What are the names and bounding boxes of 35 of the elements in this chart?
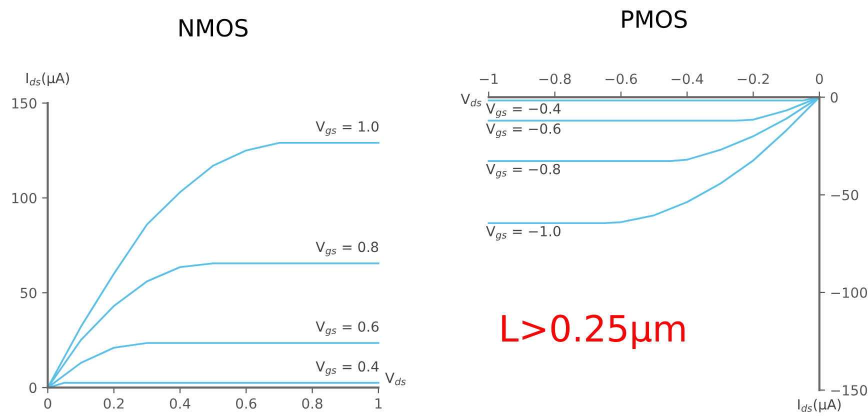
series-label: V$_{gs}$ = 1.0 [316, 121, 378, 136]
series-label: V$_{gs}$ = −0.4 [486, 103, 561, 118]
x-tick-label: 0.6 [236, 398, 256, 409]
y-tick-label: −150 [831, 385, 868, 396]
x-tick-label: 1 [376, 398, 382, 409]
annotation: L>0.25μm [502, 314, 684, 349]
x-tick-label: 0.8 [302, 398, 322, 409]
series-label: V$_{gs}$ = 0.8 [316, 242, 378, 256]
chart-title: PMOS [622, 10, 687, 28]
y-axis-title: I$_{ds}$(μA) [798, 398, 841, 412]
series-label: V$_{gs}$ = 0.4 [316, 361, 379, 376]
y-tick-label: −50 [831, 190, 858, 200]
x-axis-title: V$_{ds}$ [460, 94, 482, 106]
x-tick-label: 0 [44, 398, 52, 409]
x-tick-label: −0.8 [539, 74, 571, 84]
y-axis-title: I$_{ds}$(μA) [26, 72, 69, 86]
y-tick-label: 0 [29, 382, 36, 394]
x-tick-label: 0.2 [104, 398, 124, 409]
series-label: V$_{gs}$ = 0.6 [316, 321, 379, 336]
chart-title: NMOS [180, 18, 248, 37]
y-tick-label: 150 [12, 98, 36, 109]
x-tick-label: 0 [816, 74, 823, 84]
x-tick-label: −0.4 [672, 74, 704, 84]
x-tick-label: 0.4 [170, 398, 190, 409]
x-tick-label: −1 [480, 74, 498, 84]
series-label: V$_{gs}$ = −1.0 [486, 226, 560, 241]
x-tick-label: −0.6 [606, 74, 637, 84]
x-axis-title: V$_{ds}$ [385, 372, 406, 386]
y-tick-label: 50 [20, 288, 36, 298]
y-tick-label: 0 [830, 92, 838, 103]
y-tick-label: 100 [12, 192, 36, 204]
series-label: V$_{gs}$ = −0.6 [486, 123, 560, 138]
series-label: V$_{gs}$ = −0.8 [486, 164, 560, 178]
y-tick-label: −100 [831, 287, 868, 298]
x-tick-label: −0.2 [738, 74, 769, 84]
